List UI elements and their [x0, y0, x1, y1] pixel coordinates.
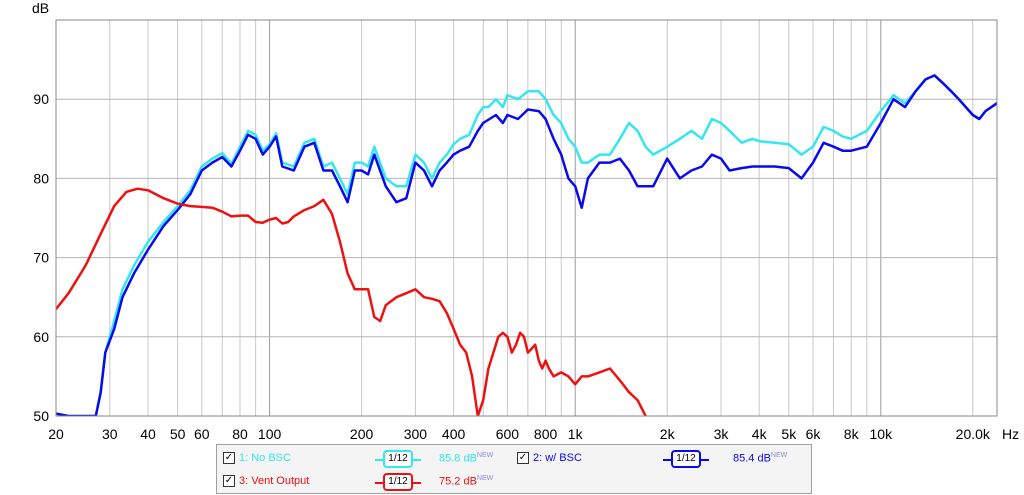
series-line-2: [56, 74, 997, 416]
x-tick-label: 10k: [870, 426, 894, 442]
series1-line-right: [413, 459, 421, 461]
x-tick-label: 1k: [568, 426, 584, 442]
series1-new-badge: NEW: [476, 452, 494, 459]
series1-level: 85.8 dBNEW: [439, 452, 494, 465]
series1-line-left: [375, 459, 383, 461]
y-axis-label: dB: [32, 0, 49, 16]
series3-smoothing[interactable]: 1/12: [383, 473, 413, 491]
frequency-response-chart: dB Hz 50 60 70 80 90 20 30 40 50 60 80 100 200 300 40…: [32, 0, 1019, 442]
grid: [55, 20, 997, 416]
plot-frame: [55, 19, 998, 417]
x-tick-label: 20.0k: [956, 426, 991, 442]
series2-line-right: [701, 459, 709, 461]
x-tick-label: 600: [496, 426, 520, 442]
series2-checkbox[interactable]: ✓: [517, 452, 529, 464]
x-tick-label: 30: [102, 426, 118, 442]
x-tick-label: 100: [258, 426, 282, 442]
series2-label: 2: w/ BSC: [533, 452, 582, 464]
y-tick-label: 50: [33, 408, 49, 424]
x-tick-label: 5k: [781, 426, 797, 442]
x-tick-label: 300: [404, 426, 428, 442]
y-tick-labels: 50 60 70 80 90: [33, 91, 49, 424]
series3-label: 3: Vent Output: [239, 475, 310, 487]
series2-new-badge: NEW: [770, 452, 788, 459]
y-tick-label: 90: [33, 91, 49, 107]
x-tick-label: 4k: [752, 426, 768, 442]
series3-level: 75.2 dBNEW: [439, 475, 494, 488]
y-tick-label: 80: [33, 170, 49, 186]
series-line-1: [94, 74, 997, 416]
x-tick-label: 200: [350, 426, 374, 442]
x-tick-label: 20: [48, 426, 64, 442]
series3-new-badge: NEW: [476, 475, 494, 482]
x-tick-label: 800: [534, 426, 558, 442]
x-tick-label: 2k: [660, 426, 676, 442]
x-tick-label: 3k: [714, 426, 730, 442]
y-tick-label: 60: [33, 329, 49, 345]
series-group: [56, 74, 997, 416]
x-tick-label: 80: [232, 426, 248, 442]
series1-checkbox[interactable]: ✓: [223, 452, 235, 464]
x-tick-label: 50: [170, 426, 186, 442]
x-tick-label: 400: [442, 426, 466, 442]
series3-checkbox[interactable]: ✓: [223, 475, 235, 487]
x-tick-label: 6k: [806, 426, 822, 442]
series3-line-left: [375, 482, 383, 484]
series3-line-right: [413, 482, 421, 484]
series2-level: 85.4 dBNEW: [733, 452, 788, 465]
series-line-3: [56, 187, 647, 416]
series1-smoothing[interactable]: 1/12: [383, 450, 413, 468]
x-tick-labels: 20 30 40 50 60 80 100 200 300 400 600 800 1k 2k 3k 4k 5k…: [48, 426, 991, 442]
series2-smoothing[interactable]: 1/12: [671, 450, 701, 468]
x-tick-label: 60: [194, 426, 210, 442]
series2-line-left: [663, 459, 671, 461]
x-tick-label: 40: [140, 426, 156, 442]
x-axis-unit: Hz: [1002, 426, 1019, 442]
series1-label: 1: No BSC: [239, 452, 291, 464]
legend: ✓ 1: No BSC 1/12 85.8 dBNEW ✓ 2: w/ BSC …: [216, 444, 812, 494]
x-tick-label: 8k: [844, 426, 860, 442]
y-tick-label: 70: [33, 250, 49, 266]
